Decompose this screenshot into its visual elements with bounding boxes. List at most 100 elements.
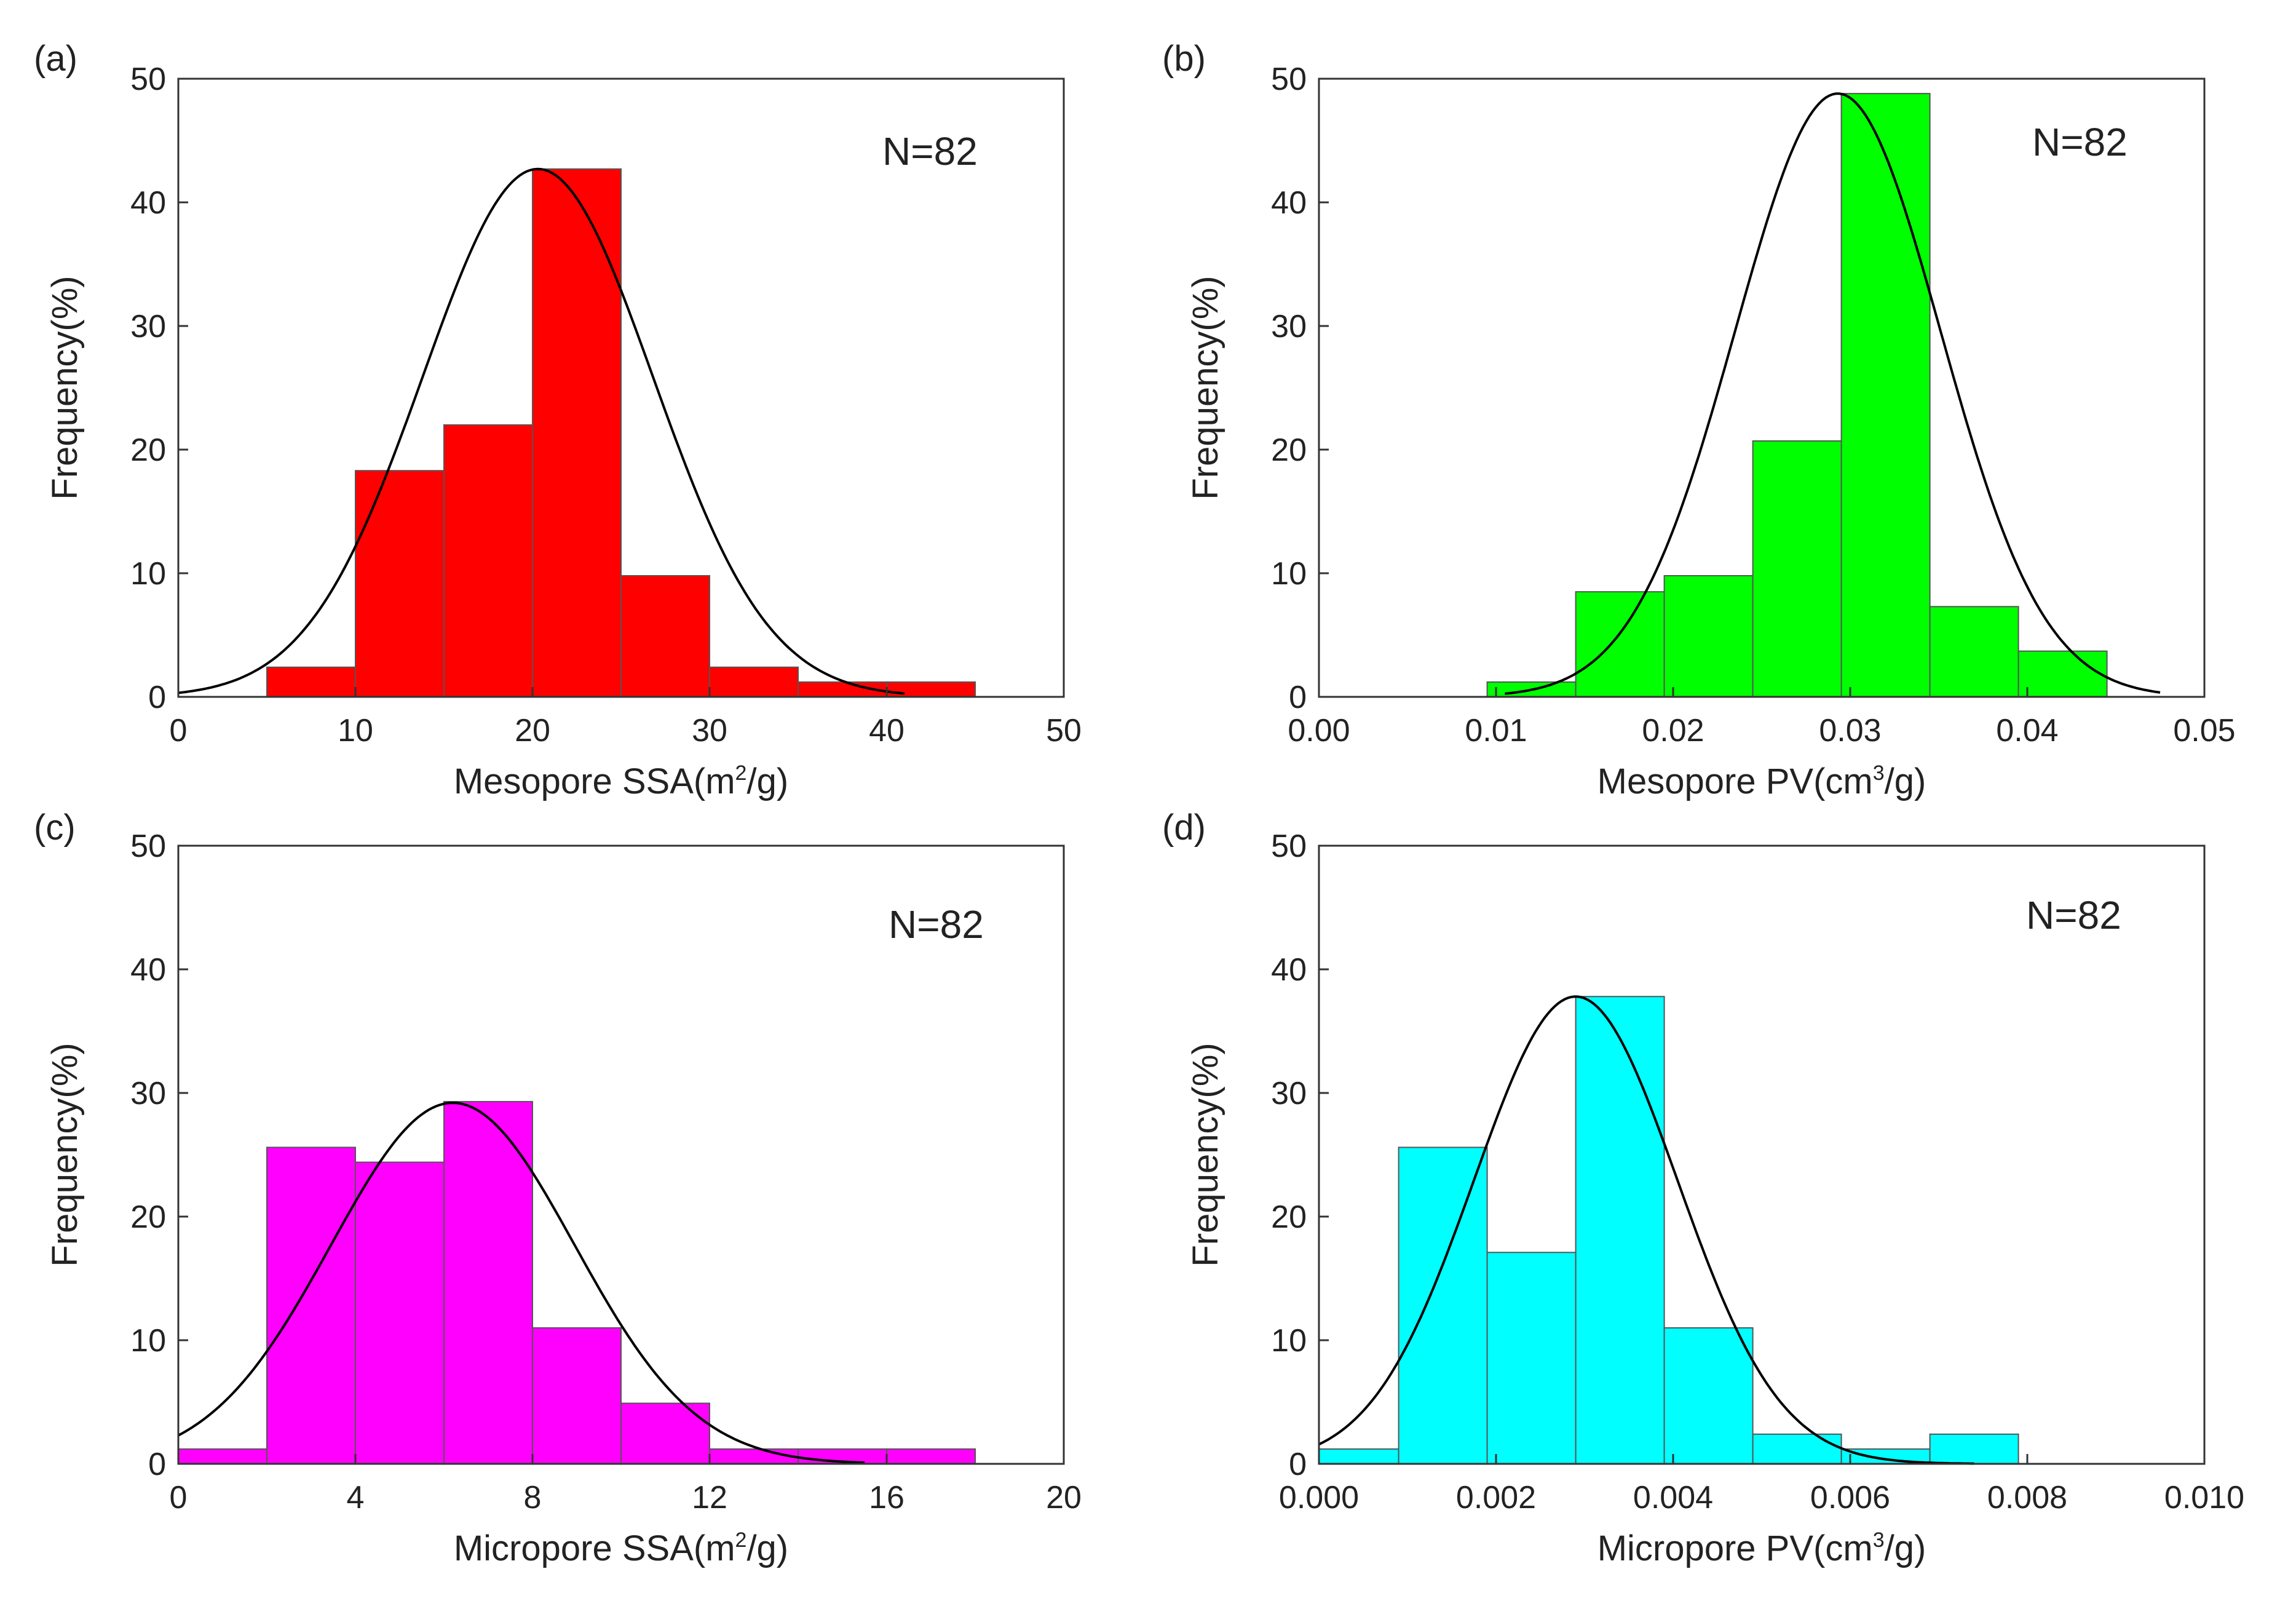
histogram-bar — [1929, 606, 2019, 698]
histogram-bar — [620, 575, 710, 698]
x-tick-label: 0.02 — [1642, 713, 1704, 749]
y-tick-label: 50 — [130, 828, 166, 864]
x-tick-label: 40 — [869, 713, 905, 749]
x-tick-label: 0.004 — [1633, 1480, 1713, 1516]
y-tick-label: 40 — [130, 185, 166, 221]
histogram-bar — [1575, 996, 1665, 1464]
plot-frame — [177, 844, 1065, 1465]
y-tick-label: 40 — [1271, 952, 1307, 988]
y-axis-title: Frequency(%) — [1186, 1043, 1225, 1266]
x-axis-title: Mesopore PV(cm3/g) — [1597, 761, 1926, 801]
x-tick-label: 0.01 — [1465, 713, 1527, 749]
x-axis-title-main: Micropore SSA(m — [454, 1528, 735, 1568]
histogram-bar — [886, 1448, 976, 1464]
panel-label: (d) — [1162, 808, 1206, 848]
x-axis-title-superscript: 3 — [1873, 761, 1885, 785]
histogram-bar — [709, 1448, 799, 1464]
sample-count-annotation: N=82 — [2026, 893, 2121, 937]
histogram-bar — [1752, 1433, 1842, 1465]
histogram-bar — [266, 666, 356, 698]
normal-fit-curve — [178, 167, 905, 695]
x-tick-label: 0.002 — [1456, 1480, 1536, 1516]
plot-frame — [177, 77, 1065, 698]
x-tick-label: 0.03 — [1819, 713, 1881, 749]
x-tick-label: 0.000 — [1279, 1480, 1359, 1516]
y-tick-label: 50 — [130, 62, 166, 97]
histogram-bar — [1663, 1327, 1754, 1464]
x-axis-title: Micropore SSA(m2/g) — [454, 1528, 788, 1568]
histogram-bar — [532, 168, 622, 698]
x-tick-label: 8 — [524, 1480, 542, 1516]
y-tick-label: 30 — [130, 1076, 166, 1111]
chart-panel-2: 0.00 0.01 0.02 0.03 0.04 0.05 0 10 20 30 40 50 (b) N=… — [1162, 39, 2236, 801]
panel-label: (a) — [34, 39, 77, 79]
panel-label: (c) — [34, 808, 76, 848]
y-tick-label: 20 — [1271, 432, 1307, 468]
x-tick-label: 50 — [1046, 713, 1082, 749]
histogram-bar — [355, 1161, 445, 1465]
normal-fit-curve — [1318, 995, 1974, 1465]
x-tick-label: 20 — [1046, 1480, 1082, 1516]
histogram-bar — [443, 1101, 533, 1464]
sample-count-annotation: N=82 — [889, 902, 984, 947]
x-tick-label: 0.05 — [2173, 713, 2235, 749]
y-tick-label: 10 — [1271, 1323, 1307, 1359]
sample-count-annotation: N=82 — [882, 129, 978, 173]
sample-count-annotation: N=82 — [2032, 120, 2128, 164]
x-tick-label: 4 — [347, 1480, 365, 1516]
y-tick-label: 30 — [1271, 1076, 1307, 1111]
x-axis-title-tail: /g) — [746, 761, 788, 801]
histogram-bar — [1840, 93, 1931, 697]
histogram-bar — [1486, 1252, 1577, 1465]
x-axis-title-tail: /g) — [1885, 761, 1926, 801]
y-tick-label: 0 — [1289, 1447, 1307, 1482]
y-tick-label: 20 — [130, 432, 166, 468]
chart-panel-3: 0 4 8 12 16 20 0 10 20 30 40 50 (c) N=82 Micropore SSA… — [34, 808, 1082, 1568]
y-tick-label: 0 — [1289, 680, 1307, 715]
y-tick-label: 50 — [1271, 62, 1307, 97]
histogram-bar — [532, 1327, 622, 1464]
histogram-bar — [355, 470, 445, 697]
y-tick-label: 30 — [130, 309, 166, 344]
x-axis-title-superscript: 2 — [735, 1528, 747, 1552]
x-tick-label: 10 — [338, 713, 373, 749]
y-tick-label: 0 — [148, 1447, 166, 1482]
y-tick-label: 10 — [130, 556, 166, 592]
panel-label: (b) — [1162, 39, 1206, 79]
chart-panel-1: 0 10 20 30 40 50 0 10 20 30 40 50 (a) N=82 Mesopore SS… — [34, 39, 1082, 801]
chart-panel-4: 0.000 0.002 0.004 0.006 0.008 0.010 0 10 20 30 40 5… — [1162, 808, 2244, 1568]
histogram-bar — [1752, 440, 1842, 697]
histogram-bar — [886, 681, 976, 698]
histogram-bar — [620, 1402, 710, 1465]
histogram-bar — [266, 1146, 356, 1464]
x-tick-label: 30 — [692, 713, 727, 749]
x-axis-title-main: Mesopore PV(cm — [1597, 761, 1873, 801]
y-tick-label: 40 — [130, 952, 166, 988]
normal-fit-curve — [1505, 92, 2161, 695]
histogram-bar — [709, 666, 799, 698]
y-tick-label: 10 — [130, 1323, 166, 1359]
y-tick-label: 40 — [1271, 185, 1307, 221]
y-tick-label: 0 — [148, 680, 166, 715]
histogram-bar — [2017, 650, 2108, 698]
x-tick-label: 0.008 — [1987, 1480, 2067, 1516]
plot-frame — [1318, 77, 2206, 698]
y-axis-title: Frequency(%) — [1186, 276, 1225, 499]
x-axis-title-main: Micropore PV(cm — [1597, 1528, 1873, 1568]
x-axis-title-main: Mesopore SSA(m — [454, 761, 735, 801]
x-tick-label: 0 — [170, 1480, 188, 1516]
y-tick-label: 10 — [1271, 556, 1307, 592]
y-tick-label: 50 — [1271, 828, 1307, 864]
histogram-bar — [178, 1448, 267, 1464]
x-tick-label: 20 — [515, 713, 550, 749]
x-axis-title-superscript: 3 — [1873, 1528, 1885, 1552]
histogram-bar — [1398, 1146, 1488, 1464]
x-axis-title: Micropore PV(cm3/g) — [1597, 1528, 1926, 1568]
histogram-bar — [1929, 1433, 2019, 1465]
x-axis-title-superscript: 2 — [735, 761, 747, 785]
y-tick-label: 20 — [1271, 1199, 1307, 1235]
histogram-bar — [1318, 1448, 1399, 1464]
x-axis-title: Mesopore SSA(m2/g) — [454, 761, 788, 801]
x-tick-label: 16 — [869, 1480, 905, 1516]
